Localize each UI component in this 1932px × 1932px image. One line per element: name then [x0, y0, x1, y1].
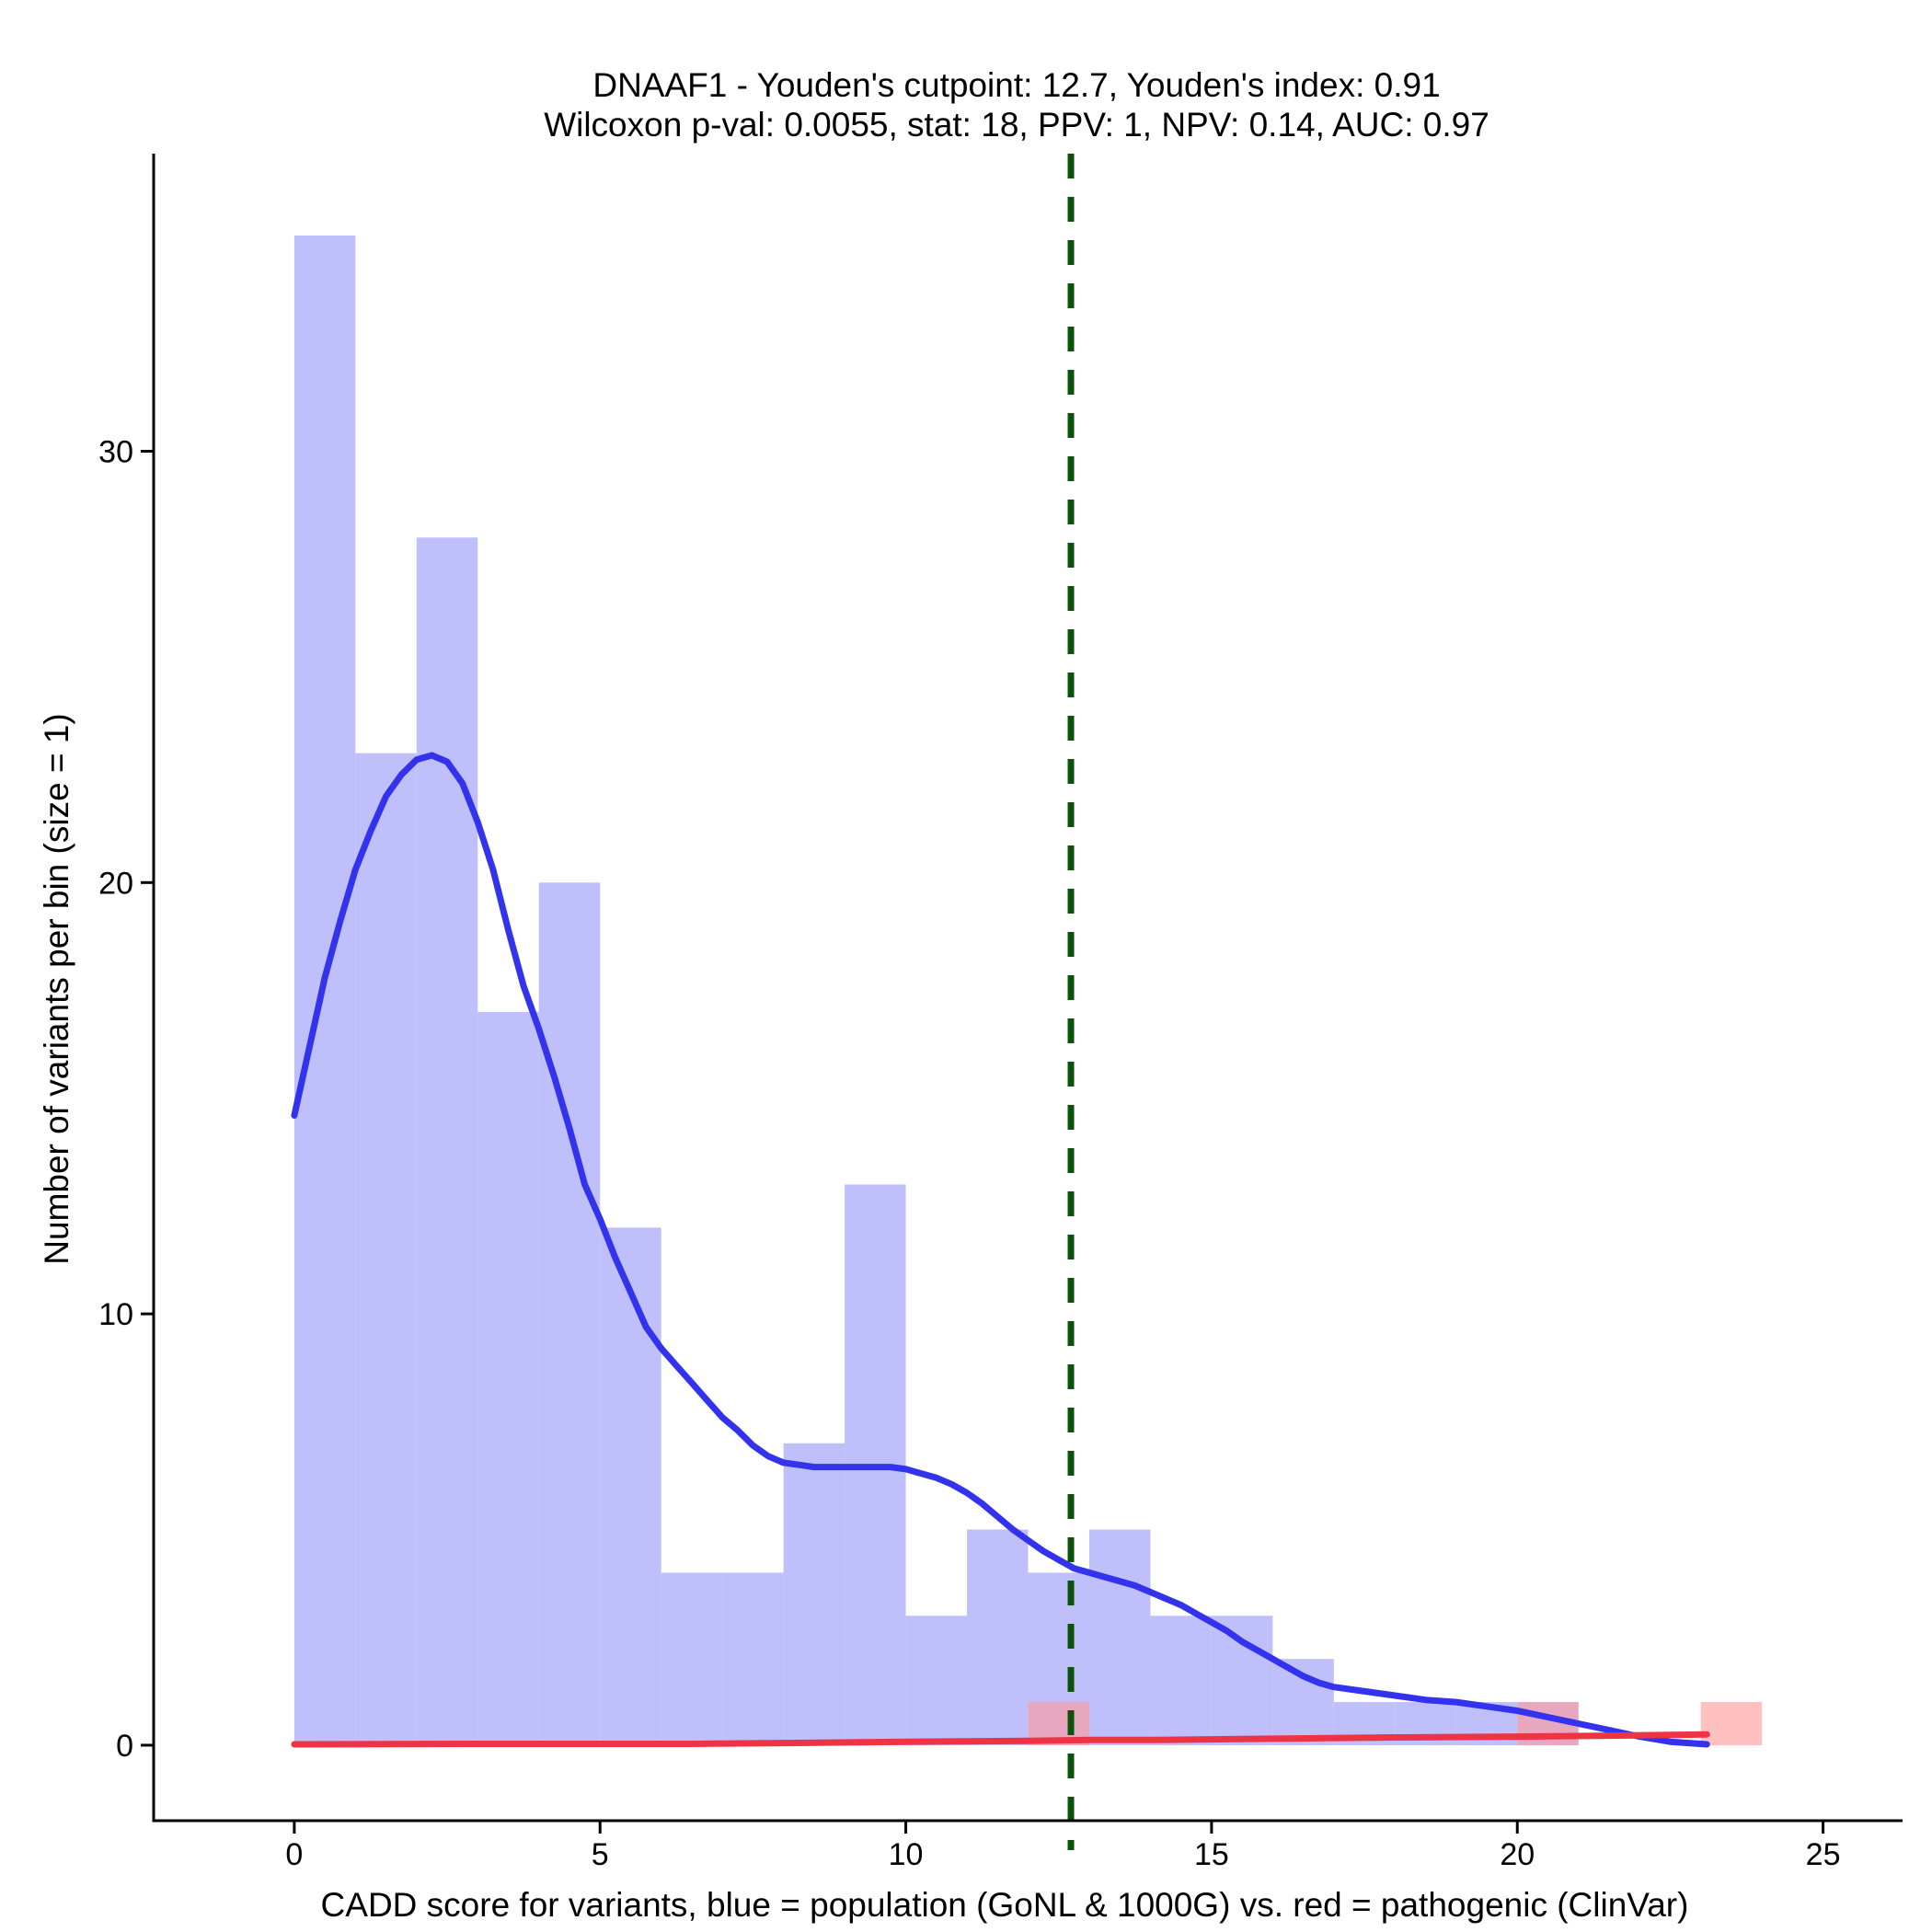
x-axis-ticks: 0 5 10 15 20 25	[285, 1821, 1841, 1872]
y-tick-label: 20	[98, 866, 133, 901]
chart-subtitle: Wilcoxon p-val: 0.0055, stat: 18, PPV: 1…	[544, 106, 1489, 144]
population-density-line	[291, 752, 1710, 1748]
pathogenic-density-line	[291, 1731, 1710, 1748]
x-tick-label: 10	[889, 1837, 924, 1872]
population-bin-bar	[600, 1227, 661, 1745]
axes: 0 5 10 15 20 25 0 10 20 30	[98, 154, 1903, 1872]
population-bin-bar	[967, 1529, 1029, 1745]
y-tick-label: 0	[116, 1729, 133, 1764]
pathogenic-bin-bar	[1700, 1702, 1763, 1745]
x-axis-label: CADD score for variants, blue = populati…	[321, 1886, 1689, 1924]
population-bin-bar	[661, 1572, 723, 1745]
chart-title: DNAAF1 - Youden's cutpoint: 12.7, Youden…	[592, 66, 1440, 104]
population-bin-bar	[355, 753, 417, 1745]
y-axis-label: Number of variants per bin (size = 1)	[38, 713, 75, 1264]
population-bin-bar	[783, 1443, 845, 1745]
y-tick-label: 30	[98, 434, 133, 469]
y-axis-ticks: 0 10 20 30	[98, 434, 154, 1764]
x-tick-label: 0	[285, 1837, 303, 1872]
x-tick-label: 5	[592, 1837, 609, 1872]
population-bin-bar	[538, 882, 601, 1745]
x-tick-label: 15	[1194, 1837, 1229, 1872]
population-bin-bar	[1088, 1529, 1151, 1745]
population-bin-bar	[722, 1572, 784, 1745]
x-tick-label: 25	[1806, 1837, 1841, 1872]
population-bin-bar	[477, 1011, 539, 1745]
population-bin-bar	[1211, 1616, 1273, 1745]
population-bin-bar	[1272, 1659, 1334, 1745]
density-lines	[291, 752, 1710, 1748]
population-bin-bar	[905, 1616, 968, 1745]
population-bin-bar	[416, 537, 478, 1745]
population-bin-bar	[1150, 1616, 1212, 1745]
x-tick-label: 20	[1500, 1837, 1535, 1872]
histogram-population	[293, 236, 1579, 1745]
y-tick-label: 10	[98, 1297, 133, 1332]
